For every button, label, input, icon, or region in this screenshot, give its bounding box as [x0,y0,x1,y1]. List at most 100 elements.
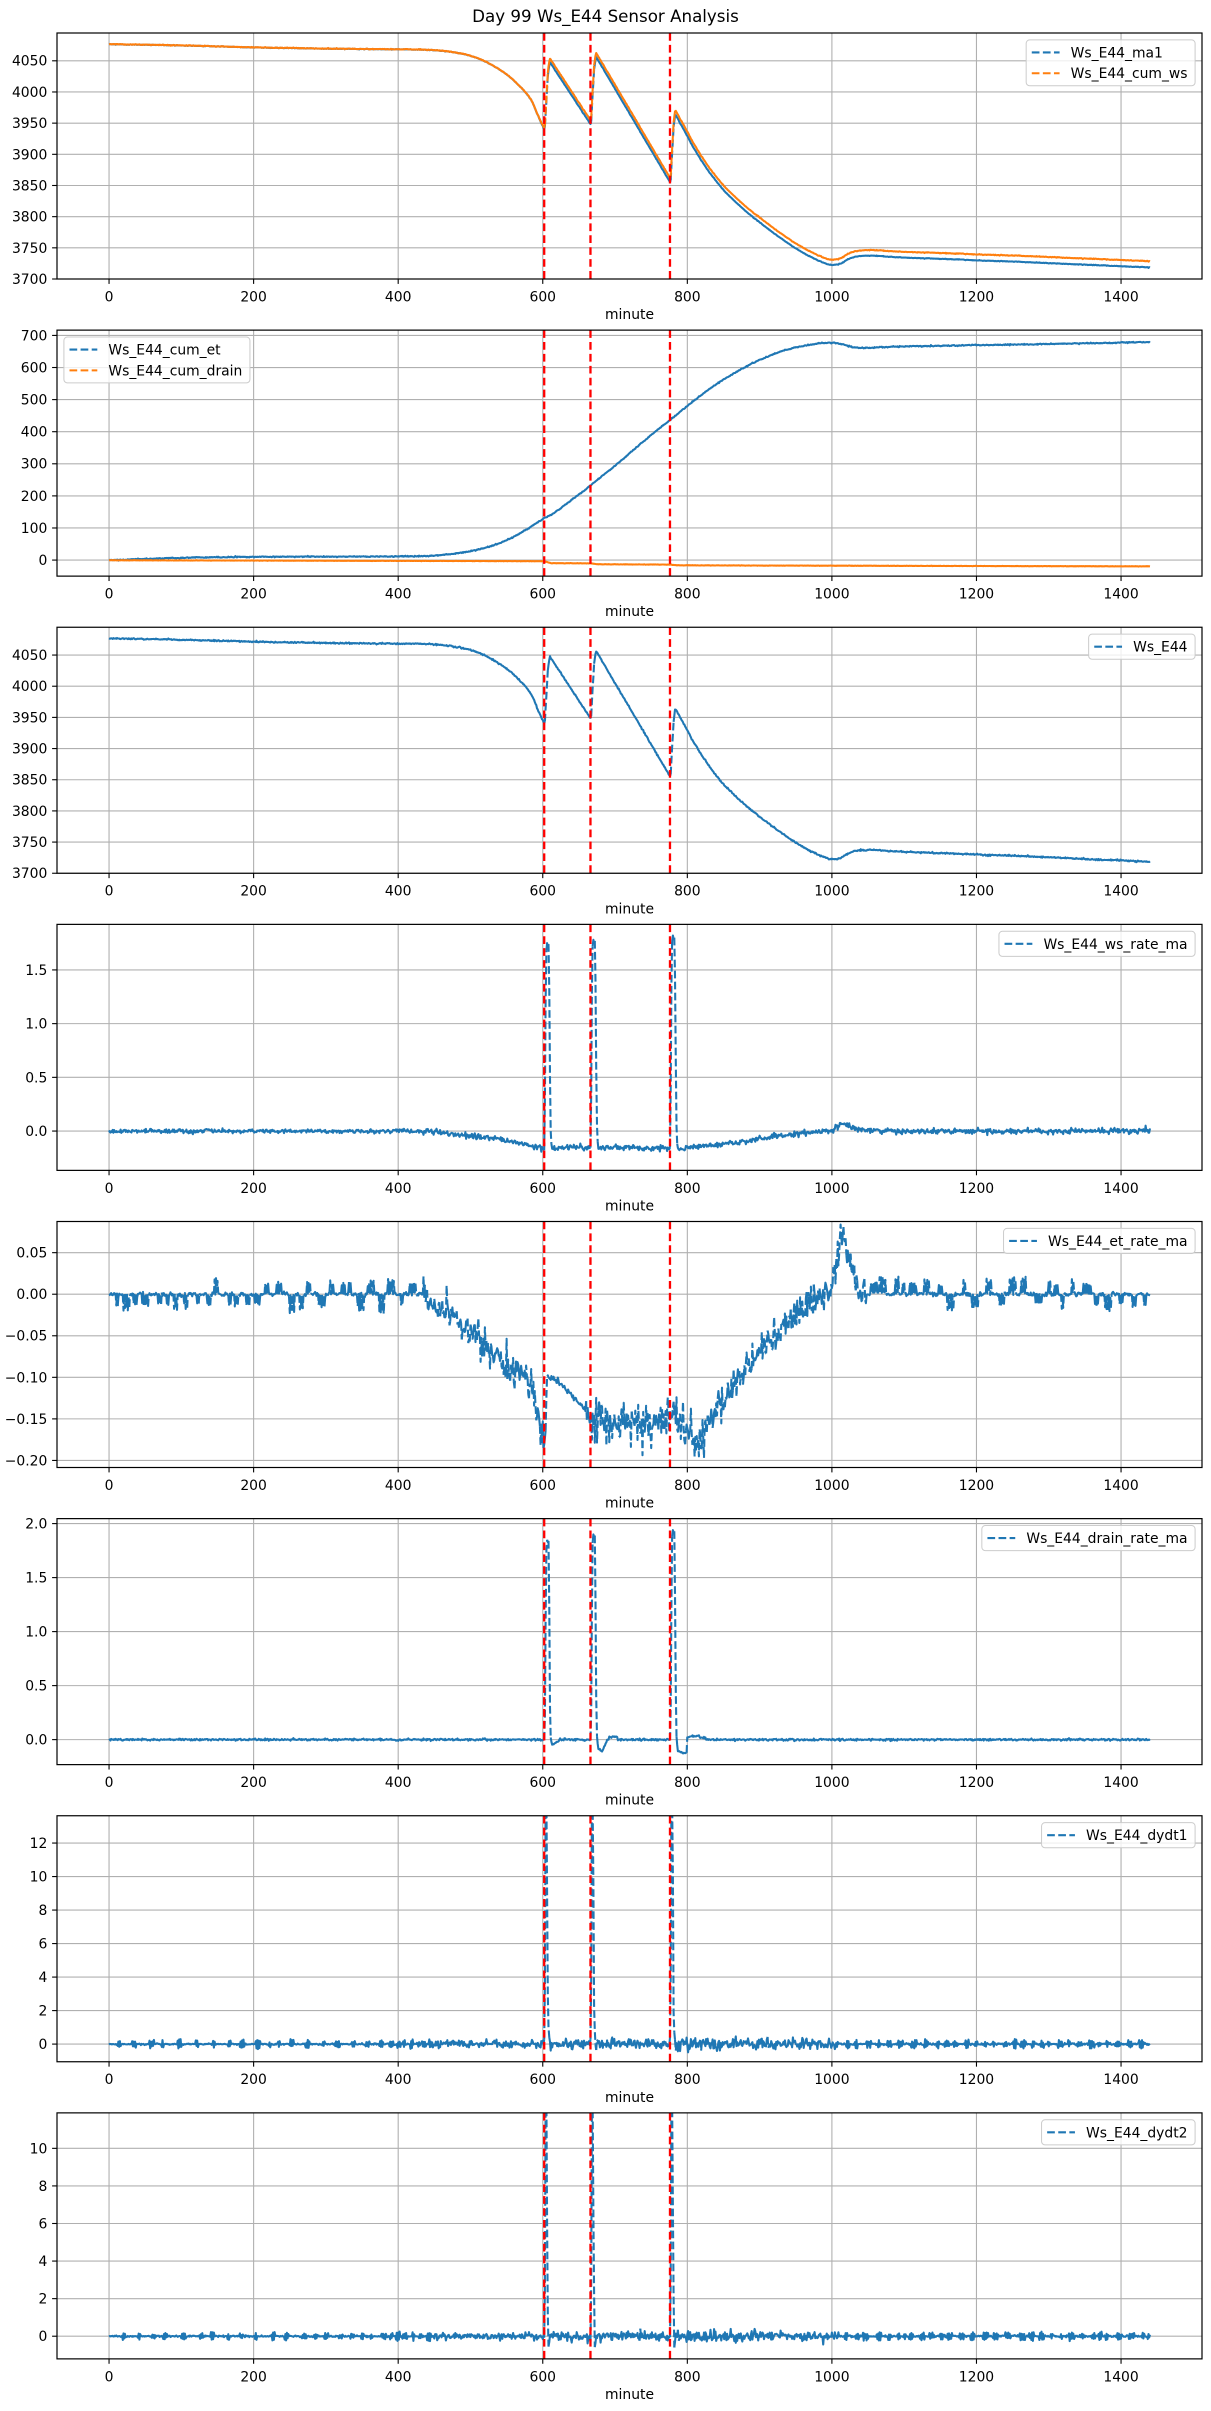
grid [57,627,1202,874]
subplot-3: 0 200 400 600 800 1000 1200 1400 3700 3750 3800 385… [12,626,1203,917]
x-tick-label: 800 [674,2369,701,2385]
subplot-1: 0 200 400 600 800 1000 1200 1400 3700 3750 3800 385… [12,32,1203,323]
x-tick-label: 1400 [1103,2072,1138,2088]
x-tick-label: 600 [529,2072,556,2088]
series-Ws_E44_dydt1 [108,2032,1151,2054]
x-tick-label: 1400 [1103,1478,1138,1494]
y-tick-label: 4 [38,1970,47,1986]
y-tick-label: 10 [30,1869,48,1885]
series-Ws_E44-steep [543,663,675,775]
series-Ws_E44_cum_et [108,340,1151,562]
x-tick-label: 400 [385,289,412,305]
x-tick-label: 1000 [814,587,849,603]
x-tick-label: 200 [240,2072,267,2088]
x-tick-label: 1200 [959,587,994,603]
x-tick-label: 600 [529,587,556,603]
x-tick-label: 200 [240,2369,267,2385]
x-tick-label: 0 [105,884,114,900]
x-tick-label: 800 [674,1478,701,1494]
legend-entry-label: Ws_E44_ma1 [1071,45,1163,61]
x-tick-label: 1400 [1103,1775,1138,1791]
y-tick-label: 0.5 [25,1070,47,1086]
y-tick-label: 6 [38,1937,47,1953]
x-tick-label: 0 [105,2072,114,2088]
y-tick-label: 3700 [12,866,47,882]
x-axis-label: minute [605,1198,654,1214]
subplot-7: 0 200 400 600 800 1000 1200 1400 0 2 4 6 8 10 12 minute… [30,1815,1203,2106]
x-tick-label: 1400 [1103,884,1138,900]
legend: Ws_E44_drain_rate_ma [981,1525,1196,1552]
x-tick-label: 400 [385,2072,412,2088]
y-tick-label: 0.0 [25,1124,47,1140]
legend-box [1041,1822,1196,1849]
legend-entry: Ws_E44_ma1 [1031,45,1163,61]
legend-entry-label: Ws_E44_cum_ws [1071,66,1188,82]
y-tick-label: 0.0 [25,1733,47,1749]
y-tick-label: 10 [30,2141,48,2157]
y-tick-label: 3850 [12,178,47,194]
legend-entry: Ws_E44_dydt2 [1047,2125,1188,2141]
x-tick-label: 800 [674,884,701,900]
figure-title: Day 99 Ws_E44 Sensor Analysis [472,6,739,27]
series-Ws_E44 [108,636,1151,864]
x-tick-label: 800 [674,289,701,305]
x-tick-label: 1200 [959,1478,994,1494]
legend-entry: Ws_E44_dydt1 [1047,1828,1188,1844]
legend-entry-label: Ws_E44_dydt1 [1086,1828,1187,1844]
series-Ws_E44_dydt1-steep [543,1815,770,2051]
x-axis-label: minute [605,2387,654,2403]
y-tick-label: 4000 [12,85,47,101]
legend: Ws_E44 [1088,633,1196,660]
x-tick-label: 1400 [1103,289,1138,305]
subplot-2: 0 200 400 600 800 1000 1200 1400 0 100 200 300 400 50… [21,328,1203,620]
plot-frame [56,32,1203,280]
x-tick-label: 400 [385,2369,412,2385]
y-tick-label: 1.0 [25,1017,47,1033]
legend: Ws_E44_dydt1 [1041,1822,1196,1849]
x-tick-label: 1400 [1103,1181,1138,1197]
y-tick-label: 600 [21,360,48,376]
legend: Ws_E44_ma1 Ws_E44_cum_ws [1025,39,1196,87]
x-axis-label: minute [605,604,654,620]
x-tick-label: 600 [529,2369,556,2385]
y-tick-label: 0 [38,2329,47,2345]
y-tick-label: 12 [30,1836,48,1852]
x-tick-label: 1000 [814,2072,849,2088]
x-tick-label: 600 [529,1775,556,1791]
y-tick-label: 0.00 [16,1287,47,1303]
plot-frame [56,329,1203,577]
y-tick-label: 4050 [12,648,47,664]
x-tick-label: 1200 [959,884,994,900]
grid [57,1518,1202,1765]
x-tick-label: 800 [674,2072,701,2088]
grid [57,1815,1202,2062]
ticks [52,654,1122,879]
y-tick-label: 3900 [12,742,47,758]
legend-entry-label: Ws_E44_cum_et [108,343,221,359]
x-tick-label: 1000 [814,1775,849,1791]
y-tick-label: −0.10 [5,1370,48,1386]
x-tick-label: 200 [240,1478,267,1494]
legend-entry-label: Ws_E44_cum_drain [108,363,242,379]
x-tick-label: 1200 [959,289,994,305]
series-Ws_E44_dydt2 [108,2327,1151,2348]
y-tick-label: 0.05 [16,1246,47,1262]
grid [57,924,1202,1171]
y-tick-label: 1.0 [25,1625,47,1641]
x-axis-label: minute [605,1793,654,1809]
y-tick-label: 0 [38,553,47,569]
legend-entry: Ws_E44 [1094,640,1188,656]
legend-box [981,1525,1196,1552]
y-tick-label: 0 [38,2037,47,2053]
legend-entry: Ws_E44_et_rate_ma [1009,1234,1188,1250]
x-tick-label: 800 [674,587,701,603]
y-tick-label: 0.5 [25,1679,47,1695]
y-tick-label: 3950 [12,710,47,726]
y-tick-label: 3900 [12,147,47,163]
grid [57,1221,1202,1468]
legend-entry: Ws_E44_ws_rate_ma [1004,937,1188,953]
ticks [52,1523,1122,1770]
series-Ws_E44_dydt2-steep [543,2112,680,2348]
